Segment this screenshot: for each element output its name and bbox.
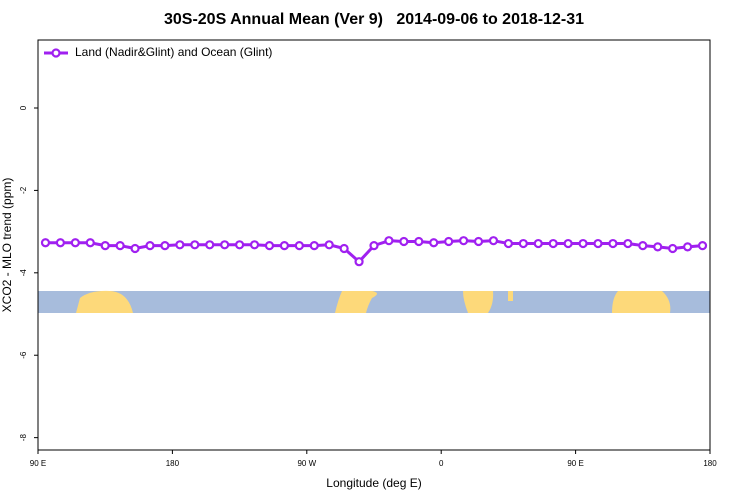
point — [548, 238, 558, 249]
x-tick-label: 0 — [439, 459, 444, 468]
land-patch — [508, 291, 513, 301]
x-tick-label: 90 E — [30, 459, 46, 468]
point — [578, 238, 588, 249]
x-tick-label: 90 W — [297, 459, 316, 468]
plot-frame — [37, 39, 711, 451]
point — [429, 238, 439, 248]
ocean-band — [38, 291, 710, 313]
point — [324, 240, 334, 250]
point — [160, 241, 170, 251]
point — [264, 241, 275, 251]
point — [339, 243, 349, 254]
point — [518, 238, 528, 249]
y-tick-label: -8 — [19, 434, 28, 442]
point — [369, 241, 379, 251]
point — [459, 236, 469, 246]
point — [384, 236, 394, 246]
point — [309, 241, 319, 251]
legend-marker — [51, 48, 61, 58]
y-tick-label: -4 — [19, 269, 28, 277]
x-axis-label: Longitude (deg E) — [326, 476, 421, 490]
point — [70, 238, 80, 248]
point — [294, 241, 304, 251]
point — [235, 240, 245, 250]
point — [414, 236, 424, 247]
point — [279, 241, 289, 251]
point — [115, 241, 125, 251]
point — [488, 236, 499, 246]
point — [55, 238, 66, 248]
point — [100, 241, 110, 251]
point — [85, 238, 95, 248]
point — [503, 238, 513, 249]
point — [249, 240, 260, 250]
point — [145, 241, 155, 251]
point — [533, 238, 543, 249]
x-tick-label: 90 E — [567, 459, 583, 468]
land-patch — [612, 291, 671, 313]
chart-title: 30S-20S Annual Mean (Ver 9) 2014-09-06 t… — [164, 11, 584, 28]
point — [682, 242, 693, 252]
point — [444, 236, 454, 247]
point — [697, 241, 708, 251]
y-tick-label: -6 — [19, 351, 28, 359]
point — [190, 240, 200, 250]
point — [608, 238, 618, 249]
point — [638, 241, 648, 251]
land-patch — [335, 291, 377, 313]
point — [40, 238, 51, 248]
point — [623, 238, 633, 249]
point — [668, 243, 678, 254]
point — [593, 238, 603, 249]
point — [473, 236, 484, 247]
point — [653, 242, 663, 252]
land-patch — [463, 291, 494, 313]
land-patch — [76, 290, 133, 313]
y-tick-label: 0 — [19, 105, 28, 110]
point — [130, 243, 140, 254]
point — [399, 236, 409, 247]
point — [563, 238, 573, 249]
x-tick-label: 180 — [166, 459, 180, 468]
point — [354, 257, 364, 267]
point — [205, 240, 215, 250]
legend-label: Land (Nadir&Glint) and Ocean (Glint) — [75, 45, 272, 59]
map-strip — [38, 290, 710, 313]
y-axis-label: XCO2 - MLO trend (ppm) — [0, 178, 14, 313]
point — [220, 240, 230, 250]
y-tick-label: -2 — [19, 186, 28, 194]
point — [175, 240, 185, 250]
x-tick-label: 180 — [703, 459, 717, 468]
